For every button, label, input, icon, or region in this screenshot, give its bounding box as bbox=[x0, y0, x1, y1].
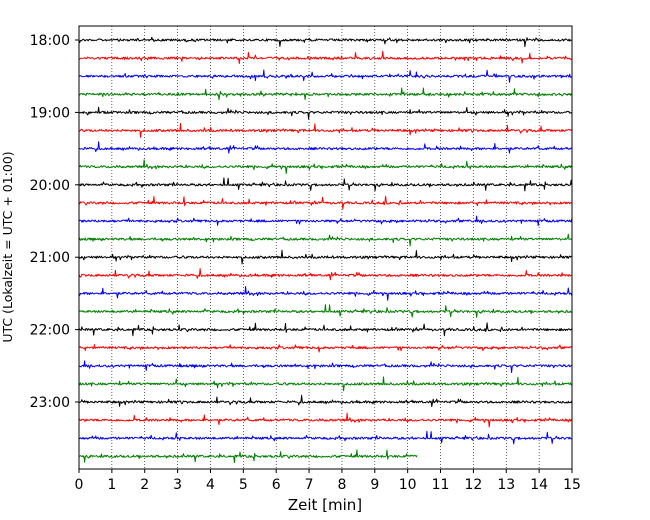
x-tick-label: 6 bbox=[272, 477, 281, 493]
y-tick-label: 23:00 bbox=[30, 395, 70, 411]
trace-row-2030 bbox=[78, 215, 573, 227]
x-tick-label: 11 bbox=[432, 477, 450, 493]
x-axis-ticks: 0 1 2 3 4 5 6 7 8 9 10 11 12 13 14 15 bbox=[75, 469, 581, 493]
trace-row-2245 bbox=[78, 376, 572, 392]
x-axis-label: Zeit [min] bbox=[288, 496, 362, 514]
trace-row-1900 bbox=[78, 106, 573, 120]
x-tick-label: 8 bbox=[337, 477, 346, 493]
trace-row-1915 bbox=[78, 123, 573, 138]
y-tick-label: 20:00 bbox=[30, 178, 70, 194]
trace-row-1945 bbox=[78, 159, 573, 175]
trace-row-2215 bbox=[78, 344, 573, 353]
x-tick-label: 9 bbox=[370, 477, 379, 493]
trace-row-2230 bbox=[78, 360, 572, 374]
trace-row-2145 bbox=[78, 304, 572, 318]
trace-row-2345 bbox=[78, 449, 418, 463]
x-tick-label: 13 bbox=[497, 477, 515, 493]
trace-row-1930 bbox=[78, 141, 572, 154]
x-tick-label: 3 bbox=[173, 477, 182, 493]
trace-row-2015 bbox=[78, 195, 573, 210]
x-tick-label: 12 bbox=[464, 477, 482, 493]
y-tick-label: 19:00 bbox=[30, 105, 70, 121]
trace-row-2330 bbox=[78, 430, 572, 445]
trace-row-2315 bbox=[78, 412, 573, 428]
y-axis-label: UTC (Lokalzeit = UTC + 01:00) bbox=[0, 151, 15, 342]
y-tick-label: 22:00 bbox=[30, 323, 70, 339]
trace-row-2100 bbox=[78, 249, 573, 265]
plot-frame bbox=[78, 25, 573, 470]
y-axis-ticks: 18:00 19:00 20:00 21:00 22:00 23:00 bbox=[30, 33, 79, 411]
plot-background bbox=[79, 26, 572, 469]
trace-row-1845 bbox=[78, 87, 573, 101]
x-tick-label: 1 bbox=[107, 477, 116, 493]
trace-row-2200 bbox=[78, 322, 573, 337]
trace-row-1815 bbox=[78, 50, 573, 64]
trace-row-2115 bbox=[78, 268, 573, 281]
grid-lines bbox=[111, 26, 540, 469]
y-tick-label: 18:00 bbox=[30, 33, 70, 49]
y-tick-label: 21:00 bbox=[30, 250, 70, 266]
trace-row-2045 bbox=[78, 233, 572, 247]
x-tick-label: 5 bbox=[239, 477, 248, 493]
trace-row-1800 bbox=[78, 36, 572, 48]
x-tick-label: 4 bbox=[206, 477, 215, 493]
trace-row-2130 bbox=[78, 286, 573, 301]
x-tick-label: 10 bbox=[399, 477, 417, 493]
x-tick-label: 7 bbox=[305, 477, 314, 493]
x-tick-label: 0 bbox=[75, 477, 84, 493]
trace-row-1830 bbox=[78, 69, 573, 83]
trace-row-2000 bbox=[78, 177, 573, 192]
x-tick-label: 14 bbox=[530, 477, 548, 493]
trace-rows bbox=[78, 36, 573, 463]
trace-row-2300 bbox=[78, 394, 573, 407]
x-tick-label: 15 bbox=[563, 477, 581, 493]
x-tick-label: 2 bbox=[140, 477, 149, 493]
